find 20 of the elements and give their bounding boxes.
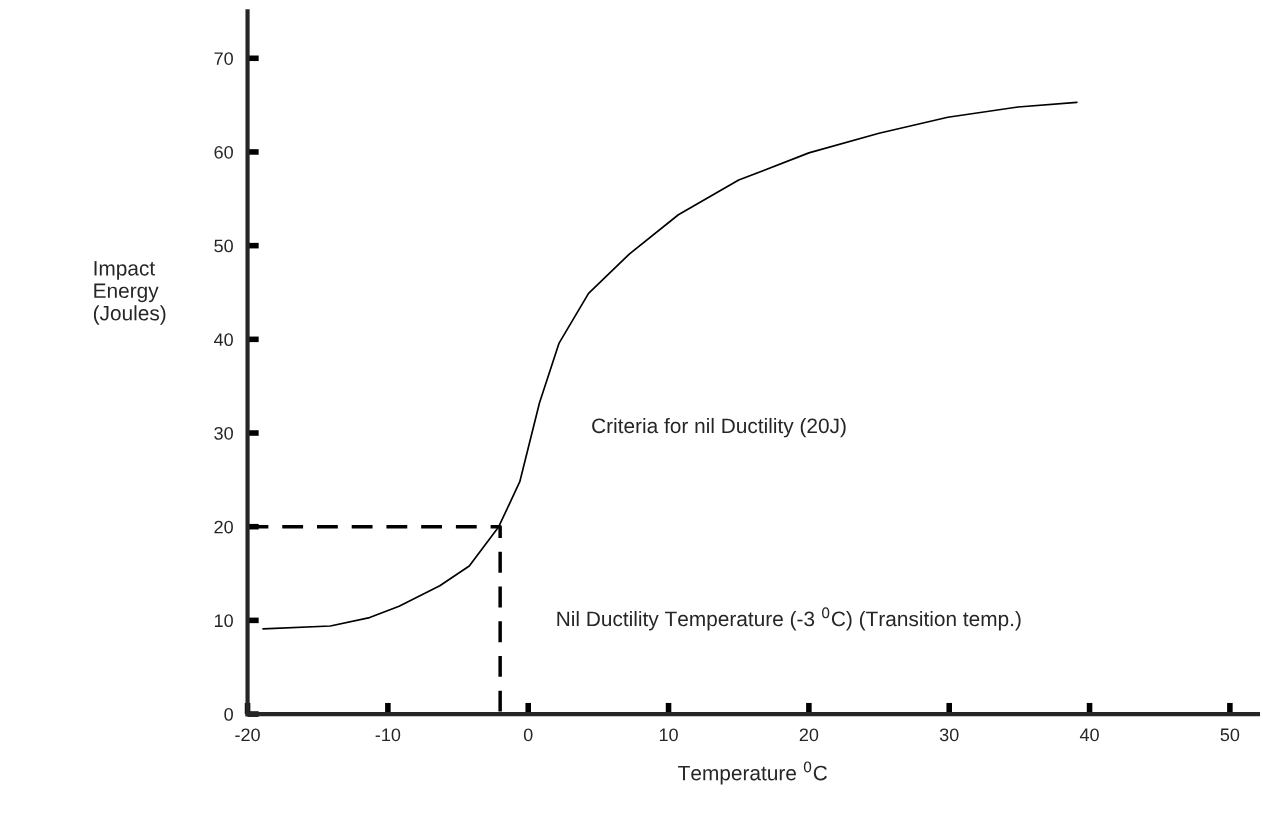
x-axis-title: Temperature $^{0}$C bbox=[678, 761, 827, 785]
y-tick-label: 0 bbox=[224, 707, 233, 721]
y-tick-label: 30 bbox=[214, 426, 233, 440]
y-tick-label: 40 bbox=[213, 333, 233, 347]
x-tick-label: -10 bbox=[375, 728, 401, 742]
y-tick-label: 20 bbox=[214, 520, 233, 534]
y-tick-label: 60 bbox=[214, 145, 233, 159]
y-tick-label: 10 bbox=[214, 614, 233, 628]
y-tick-label: 70 bbox=[214, 52, 233, 65]
y-tick-label: 50 bbox=[214, 239, 233, 253]
annotation: Nil Ductility Temperature (-3 $^{0}$C) (Transition temp.) bbox=[557, 607, 1021, 631]
y-axis-title: Impact Energy (Joules) bbox=[93, 261, 166, 325]
annotation: Criteria for nil Ductility (20J) bbox=[592, 417, 846, 438]
x-tick-label: -20 bbox=[235, 728, 260, 742]
x-tick-label: 40 bbox=[1079, 728, 1099, 742]
x-tick-label: 20 bbox=[799, 728, 819, 742]
x-tick-label: 30 bbox=[939, 728, 959, 742]
x-tick-label: 0 bbox=[523, 728, 533, 742]
x-tick-label: 10 bbox=[659, 728, 678, 742]
x-tick-label: 50 bbox=[1220, 728, 1240, 742]
